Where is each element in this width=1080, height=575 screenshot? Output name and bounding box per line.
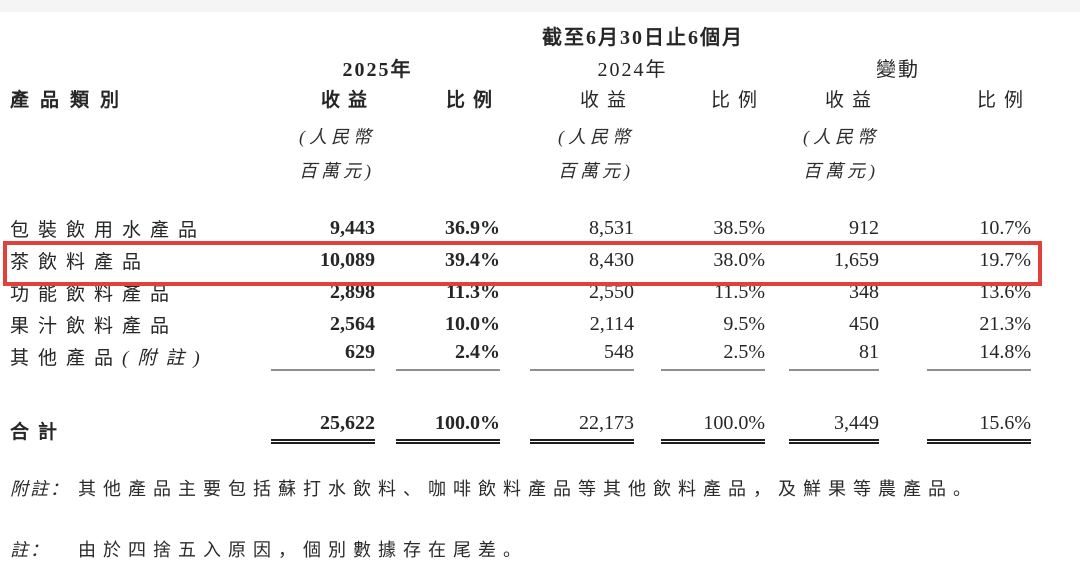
period-header-row: 截至6月30日止6個月: [10, 16, 1031, 50]
total-2025-revenue: 25,622: [255, 398, 375, 444]
table-row-packaged-water: 包裝飲用水產品 9,443 36.9% 8,531 38.5% 912 10.7…: [10, 212, 1031, 244]
row-label-note-ref: (附註): [122, 347, 209, 369]
page-top-strip: [0, 0, 1080, 12]
cell-2024-ratio: 38.5%: [713, 216, 765, 239]
table-row-total: 合計 25,622 100.0% 22,173 100.0% 3,449 15.…: [10, 398, 1032, 444]
row-label: 功能飲料產品: [10, 283, 179, 305]
col-group-2025: 2025年: [342, 59, 413, 81]
total-2024-revenue: 22,173: [500, 398, 634, 444]
row-label: 其他產品(附註): [10, 347, 209, 369]
cell-2024-revenue: 8,430: [589, 248, 634, 271]
table-row-functional-drinks: 功能飲料產品 2,898 11.3% 2,550 11.5% 348 13.6%: [10, 276, 1031, 308]
revenue-header-change: 收益: [824, 90, 879, 111]
cell-2025-ratio: 2.4%: [375, 340, 500, 372]
year-header-row: 2025年 2024年 變動: [10, 50, 1031, 82]
footnote-products: 附註： 其他產品主要包括蘇打水飲料、咖啡飲料產品等其他飲料產品，及鮮果等農產品。: [10, 475, 1030, 501]
unit-note-2024: (人民幣 百萬元): [558, 127, 634, 181]
footnote-label: 附註：: [10, 479, 70, 499]
cell-change-ratio: 21.3%: [979, 312, 1032, 335]
cell-2024-revenue: 8,531: [589, 216, 634, 239]
ratio-header-2024: 比例: [710, 90, 765, 111]
ratio-header-change: 比例: [977, 90, 1032, 111]
cell-change-ratio: 13.6%: [979, 280, 1032, 303]
spacer-row: [10, 372, 1031, 398]
cell-change-revenue: 81: [765, 340, 879, 372]
revenue-header-2025: 收益: [320, 90, 375, 111]
cell-2025-revenue: 9,443: [330, 216, 375, 239]
row-label: 果汁飲料產品: [10, 315, 179, 337]
cell-2025-revenue: 10,089: [320, 248, 375, 271]
col-group-change: 變動: [876, 59, 921, 81]
unit-note-2025: (人民幣 百萬元): [299, 127, 375, 181]
period-header: 截至6月30日止6個月: [542, 27, 745, 49]
cell-2024-ratio: 38.0%: [713, 248, 765, 271]
row-label: 茶飲料產品: [10, 251, 151, 273]
cell-change-revenue: 450: [849, 312, 879, 335]
cell-2025-ratio: 39.4%: [445, 248, 500, 271]
footnote-rounding: 註： 由於四捨五入原因，個別數據存在尾差。: [10, 536, 1030, 562]
total-change-revenue: 3,449: [765, 398, 879, 444]
cell-change-ratio: 10.7%: [979, 216, 1032, 239]
row-label: 包裝飲用水產品: [10, 219, 207, 241]
cell-change-ratio: 14.8%: [879, 340, 1032, 372]
cell-2025-revenue: 2,898: [330, 280, 375, 303]
cell-change-revenue: 348: [849, 280, 879, 303]
cell-2024-ratio: 2.5%: [634, 340, 765, 372]
red-highlight-annotation: [3, 241, 1042, 286]
revenue-breakdown-table: 截至6月30日止6個月 2025年 2024年 變動 產品類別 收益 比例 收益…: [10, 16, 1032, 444]
table-row-juice-drinks: 果汁飲料產品 2,564 10.0% 2,114 9.5% 450 21.3%: [10, 308, 1031, 340]
cell-change-ratio: 19.7%: [979, 248, 1032, 271]
unit-note-change: (人民幣 百萬元): [803, 127, 879, 181]
revenue-header-2024: 收益: [579, 90, 634, 111]
cell-2025-ratio: 36.9%: [445, 216, 500, 239]
total-2024-ratio: 100.0%: [634, 398, 765, 444]
footnote-text: 由於四捨五入原因，個別數據存在尾差。: [78, 540, 528, 560]
cell-2024-revenue: 548: [500, 340, 634, 372]
cell-2025-ratio: 10.0%: [445, 312, 500, 335]
footnote-label: 註：: [10, 540, 50, 560]
total-2025-ratio: 100.0%: [375, 398, 500, 444]
cell-change-revenue: 912: [849, 216, 879, 239]
category-header: 產品類別: [10, 90, 131, 111]
table-row-other-products: 其他產品(附註) 629 2.4% 548 2.5% 81 14.8%: [10, 340, 1032, 372]
unit-note-row: (人民幣 百萬元) (人民幣 百萬元) (人民幣 百萬元): [10, 112, 1031, 188]
spacer-row: [10, 188, 1031, 212]
cell-2024-revenue: 2,114: [589, 312, 634, 335]
total-change-ratio: 15.6%: [879, 398, 1032, 444]
cell-2025-revenue: 2,564: [330, 312, 375, 335]
column-header-row: 產品類別 收益 比例 收益 比例 收益 比例: [10, 82, 1031, 112]
col-group-2024: 2024年: [597, 59, 668, 81]
ratio-header-2025: 比例: [445, 90, 500, 111]
total-label: 合計: [10, 422, 67, 443]
cell-2024-ratio: 11.5%: [714, 280, 765, 303]
cell-2025-ratio: 11.3%: [446, 280, 500, 303]
footnote-text: 其他產品主要包括蘇打水飲料、咖啡飲料產品等其他飲料產品，及鮮果等農產品。: [78, 479, 978, 499]
cell-2024-revenue: 2,550: [589, 280, 634, 303]
cell-2025-revenue: 629: [255, 340, 375, 372]
table-row-tea-highlighted: 茶飲料產品 10,089 39.4% 8,430 38.0% 1,659 19.…: [10, 244, 1031, 276]
cell-change-revenue: 1,659: [834, 248, 879, 271]
cell-2024-ratio: 9.5%: [723, 312, 765, 335]
